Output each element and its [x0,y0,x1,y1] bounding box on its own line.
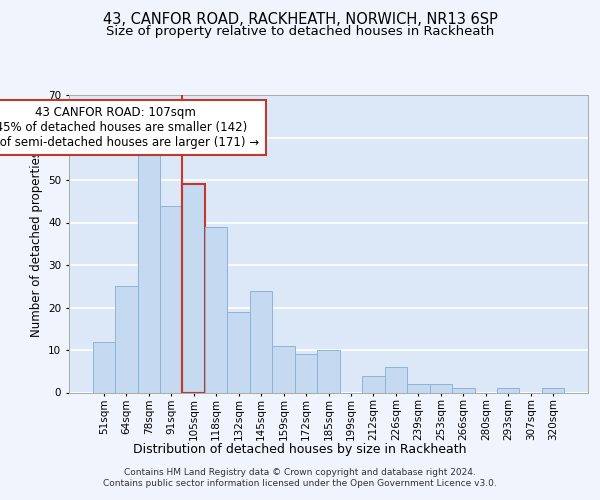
Text: Size of property relative to detached houses in Rackheath: Size of property relative to detached ho… [106,25,494,38]
Bar [497,388,520,392]
Bar [295,354,317,393]
Bar [317,350,340,393]
Text: Contains HM Land Registry data © Crown copyright and database right 2024.
Contai: Contains HM Land Registry data © Crown c… [103,468,497,487]
Bar [137,150,160,392]
Bar [92,342,115,392]
Bar [542,388,565,392]
Y-axis label: Number of detached properties: Number of detached properties [29,151,43,337]
Text: 43, CANFOR ROAD, RACKHEATH, NORWICH, NR13 6SP: 43, CANFOR ROAD, RACKHEATH, NORWICH, NR1… [103,12,497,28]
Bar [205,227,227,392]
Bar [430,384,452,392]
Bar [452,388,475,392]
Bar [362,376,385,392]
Text: Distribution of detached houses by size in Rackheath: Distribution of detached houses by size … [133,442,467,456]
Bar [115,286,137,393]
Bar [272,346,295,393]
Bar [407,384,430,392]
Bar [182,184,205,392]
Bar [250,290,272,392]
Bar [160,206,182,392]
Text: 43 CANFOR ROAD: 107sqm
← 45% of detached houses are smaller (142)
54% of semi-de: 43 CANFOR ROAD: 107sqm ← 45% of detached… [0,106,260,148]
Bar [385,367,407,392]
Bar [227,312,250,392]
